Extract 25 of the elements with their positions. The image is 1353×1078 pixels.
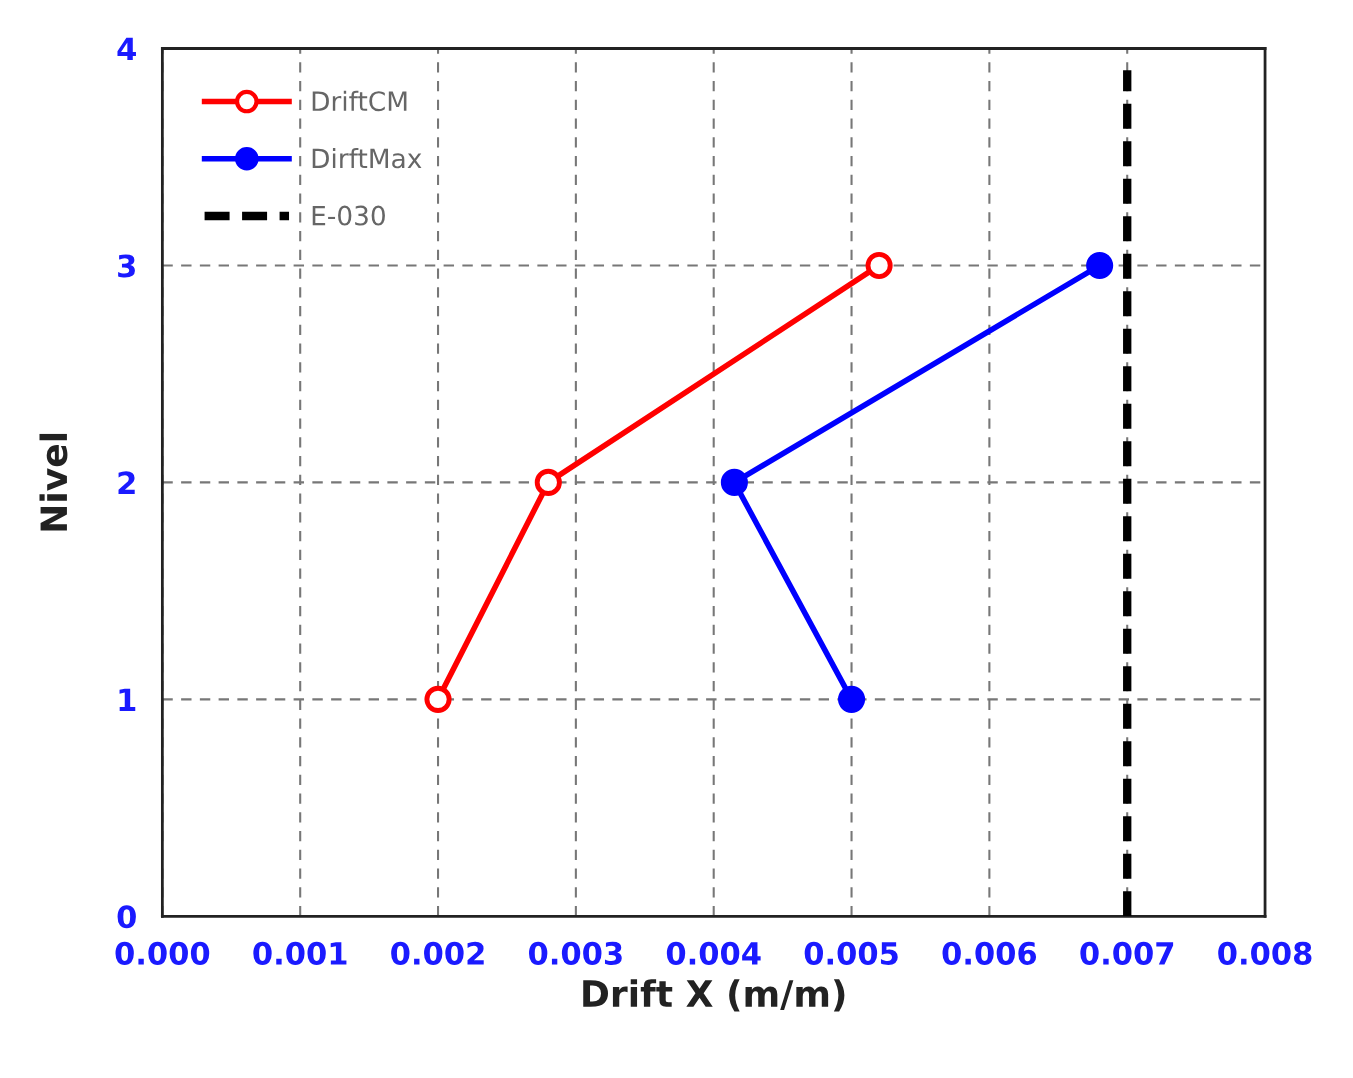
x-tick-label: 0.000	[115, 941, 210, 965]
y-tick-label: 4	[117, 37, 136, 61]
y-tick-label: 0	[117, 905, 136, 929]
legend-label: DirftMax	[312, 147, 422, 169]
x-tick-label: 0.004	[666, 941, 761, 965]
x-tick-label: 0.007	[1080, 941, 1174, 965]
point	[534, 468, 562, 496]
y-axis-title: Nivel	[39, 433, 68, 531]
point	[720, 468, 748, 496]
legend-label: DriftCM	[312, 90, 407, 112]
x-tick-label: 0.002	[391, 941, 484, 965]
point	[1086, 251, 1114, 279]
point	[838, 685, 866, 713]
x-tick-label: 0.006	[942, 941, 1037, 965]
x-tick-label: 0.001	[253, 941, 347, 965]
point	[424, 685, 452, 713]
y-tick-label: 2	[118, 471, 135, 495]
y-tick-label: 1	[119, 688, 136, 711]
point	[865, 251, 893, 279]
x-axis-title: Drift X (m/m)	[583, 979, 845, 1012]
x-tick-label: 0.005	[804, 941, 898, 965]
legend-label: E-030	[312, 205, 385, 226]
y-tick-label: 3	[118, 254, 135, 278]
x-tick-label: 0.003	[529, 941, 622, 965]
x-tick-label: 0.008	[1218, 941, 1312, 965]
